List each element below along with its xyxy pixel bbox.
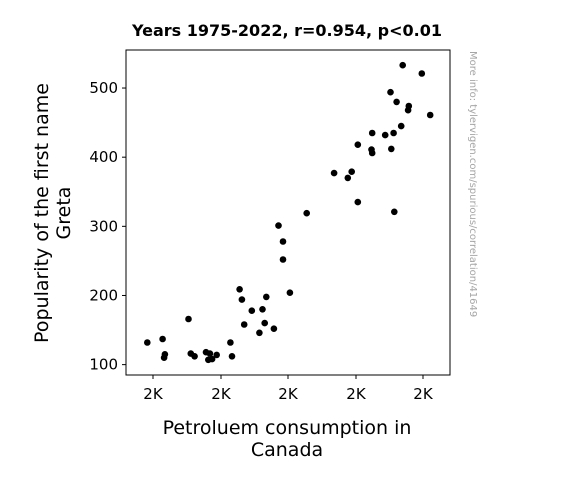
data-point-42: [393, 98, 400, 106]
plot-frame: [125, 49, 451, 376]
x-tick-label: 2K: [211, 385, 232, 403]
data-point-36: [368, 149, 376, 157]
data-point-40: [390, 129, 397, 137]
data-point-16: [238, 296, 246, 303]
data-point-26: [279, 256, 287, 263]
data-point-23: [270, 325, 278, 333]
data-point-17: [240, 321, 248, 328]
y-axis: 100 200 300 400 500: [89, 79, 126, 374]
data-point-7: [191, 353, 198, 360]
data-point-10: [206, 350, 214, 357]
data-point-31: [348, 168, 356, 175]
data-point-4: [161, 351, 169, 358]
x-axis: 2K 2K 2K 2K 2K: [143, 375, 434, 403]
y-tick-label: 400: [89, 148, 118, 166]
x-tick-label: 2K: [413, 385, 434, 403]
data-point-24: [275, 222, 282, 229]
data-point-43: [397, 122, 405, 130]
data-point-48: [426, 111, 434, 119]
x-axis-title-line-1: Petroluem consumption in: [163, 417, 412, 439]
data-point-28: [303, 209, 311, 217]
x-axis-title-line-2: Canada: [251, 439, 323, 461]
y-tick-label: 200: [89, 286, 118, 304]
data-point-37: [381, 131, 389, 139]
data-point-22: [263, 293, 270, 301]
data-point-47: [418, 70, 426, 77]
y-tick-label: 300: [89, 217, 118, 235]
data-point-15: [236, 286, 243, 293]
data-point-35: [368, 129, 376, 137]
data-point-1: [144, 339, 151, 346]
chart-title: Years 1975-2022, r=0.954, p<0.01: [131, 21, 442, 40]
data-point-29: [330, 169, 338, 177]
source-watermark: More info: tylervigen.com/spurious/corre…: [467, 51, 478, 317]
data-point-2: [159, 335, 166, 343]
data-point-38: [387, 88, 394, 96]
data-point-11: [208, 355, 216, 363]
data-point-20: [259, 306, 266, 313]
marks-layer: [144, 61, 434, 364]
data-point-27: [286, 289, 294, 297]
data-point-5: [185, 315, 192, 323]
x-tick-label: 2K: [346, 385, 367, 403]
data-point-33: [354, 198, 362, 206]
data-point-32: [354, 141, 362, 148]
data-point-39: [388, 145, 395, 153]
data-point-25: [279, 238, 287, 245]
data-point-41: [391, 208, 398, 216]
y-axis-title-line-1: Popularity of the first name: [31, 83, 53, 343]
data-point-44: [399, 61, 407, 69]
data-point-21: [261, 319, 269, 327]
x-tick-label: 2K: [143, 385, 164, 403]
data-point-18: [248, 307, 256, 315]
data-point-13: [227, 339, 234, 346]
data-point-19: [256, 329, 263, 337]
data-point-14: [228, 353, 236, 360]
data-point-12: [213, 351, 220, 359]
data-point-46: [405, 102, 413, 110]
data-point-30: [344, 174, 352, 182]
y-tick-label: 500: [89, 79, 118, 97]
y-axis-title-line-2: Greta: [53, 187, 75, 240]
x-tick-label: 2K: [278, 385, 299, 403]
y-tick-label: 100: [89, 356, 118, 374]
